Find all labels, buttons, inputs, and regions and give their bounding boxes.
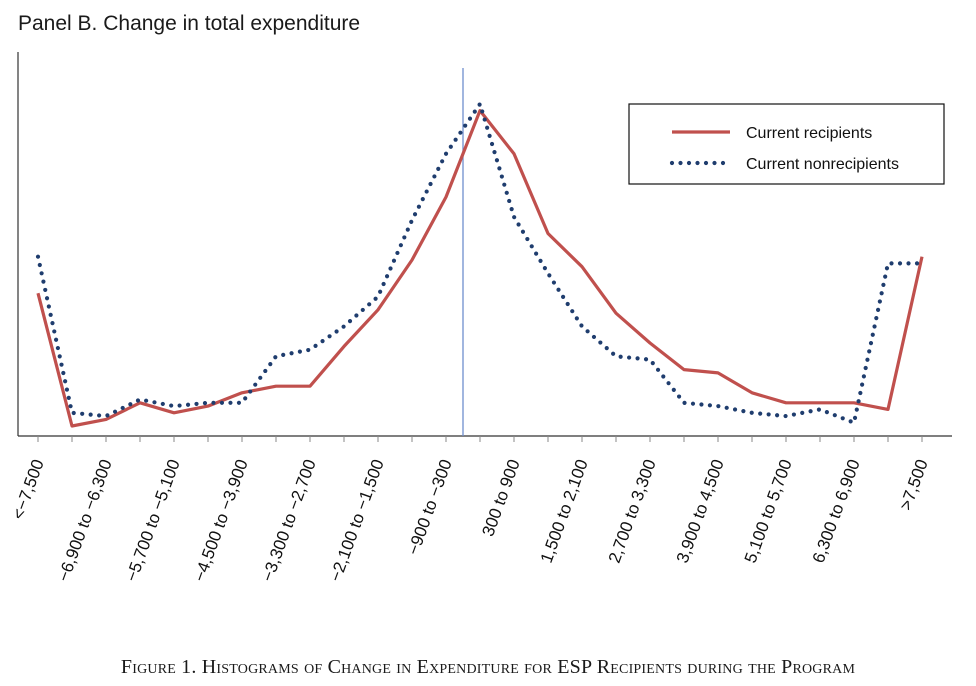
figure-caption: Figure 1. Histograms of Change in Expend… <box>120 656 856 678</box>
panel-title: Panel B. Change in total expenditure <box>18 12 361 35</box>
x-tick-label: −6,900 to −6,300 <box>54 457 116 584</box>
series-line-recipients <box>36 108 924 428</box>
x-tick-label: 6,300 to 6,900 <box>809 457 864 566</box>
x-tick-label: −900 to −300 <box>404 457 456 558</box>
x-tick-label: 1,500 to 2,100 <box>537 457 592 566</box>
x-tick-label: 2,700 to 3,300 <box>605 457 660 566</box>
x-tick-label: −4,500 to −3,900 <box>190 457 252 584</box>
series-lines <box>35 101 925 428</box>
x-tick-label: 5,100 to 5,700 <box>741 457 796 566</box>
x-tick-label: −5,700 to −5,100 <box>122 457 184 584</box>
legend: Current recipients Current nonrecipients <box>628 103 945 185</box>
x-tick-label: −3,300 to −2,700 <box>258 457 320 584</box>
x-tick-label: >7,500 <box>896 457 932 513</box>
x-tick-labels: <−7,500 −6,900 to −6,300 −5,700 to −5,100−… <box>9 457 932 584</box>
legend-label-recipients: Current recipients <box>746 125 872 142</box>
x-tick-label: −2,100 to −1,500 <box>326 457 388 584</box>
legend-box <box>628 103 945 185</box>
x-tick-label: 3,900 to 4,500 <box>673 457 728 566</box>
x-ticks <box>37 436 923 442</box>
legend-label-nonrecipients: Current nonrecipients <box>746 156 899 173</box>
x-tick-label: <−7,500 <box>9 457 48 522</box>
series-line-nonrecipients <box>35 101 925 425</box>
x-tick-label: 300 to 900 <box>478 457 523 539</box>
